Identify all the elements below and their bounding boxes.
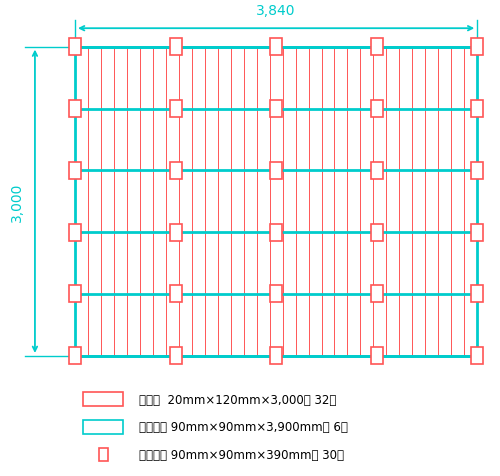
- Bar: [69, 286, 81, 303]
- Bar: [170, 39, 181, 56]
- Bar: [69, 39, 81, 56]
- Bar: [270, 39, 282, 56]
- Bar: [270, 162, 282, 179]
- Bar: [170, 347, 181, 365]
- Bar: [69, 224, 81, 241]
- Bar: [170, 101, 181, 118]
- Text: 大引き　 90mm×90mm×3,900mm　 6本: 大引き 90mm×90mm×3,900mm 6本: [140, 420, 348, 434]
- Bar: [370, 39, 382, 56]
- Bar: [370, 224, 382, 241]
- Bar: [471, 224, 483, 241]
- Text: 束柱　　 90mm×90mm×390mm　 30本: 束柱 90mm×90mm×390mm 30本: [140, 448, 344, 461]
- Bar: [370, 101, 382, 118]
- Bar: [370, 162, 382, 179]
- Bar: [270, 286, 282, 303]
- Bar: [69, 162, 81, 179]
- Bar: [370, 347, 382, 365]
- Bar: [270, 224, 282, 241]
- Bar: [83, 420, 124, 434]
- Text: 3,000: 3,000: [10, 182, 24, 221]
- Bar: [471, 162, 483, 179]
- Bar: [370, 286, 382, 303]
- Bar: [471, 286, 483, 303]
- Bar: [270, 347, 282, 365]
- Bar: [170, 224, 181, 241]
- Bar: [270, 101, 282, 118]
- Bar: [83, 392, 124, 406]
- Bar: [471, 101, 483, 118]
- Bar: [170, 162, 181, 179]
- Text: 床板　  20mm×120mm×3,000　 32本: 床板 20mm×120mm×3,000 32本: [140, 393, 337, 406]
- Bar: [69, 347, 81, 365]
- Bar: [69, 101, 81, 118]
- Text: 3,840: 3,840: [256, 4, 296, 19]
- Bar: [471, 39, 483, 56]
- Bar: [99, 448, 108, 461]
- Bar: [170, 286, 181, 303]
- Bar: [471, 347, 483, 365]
